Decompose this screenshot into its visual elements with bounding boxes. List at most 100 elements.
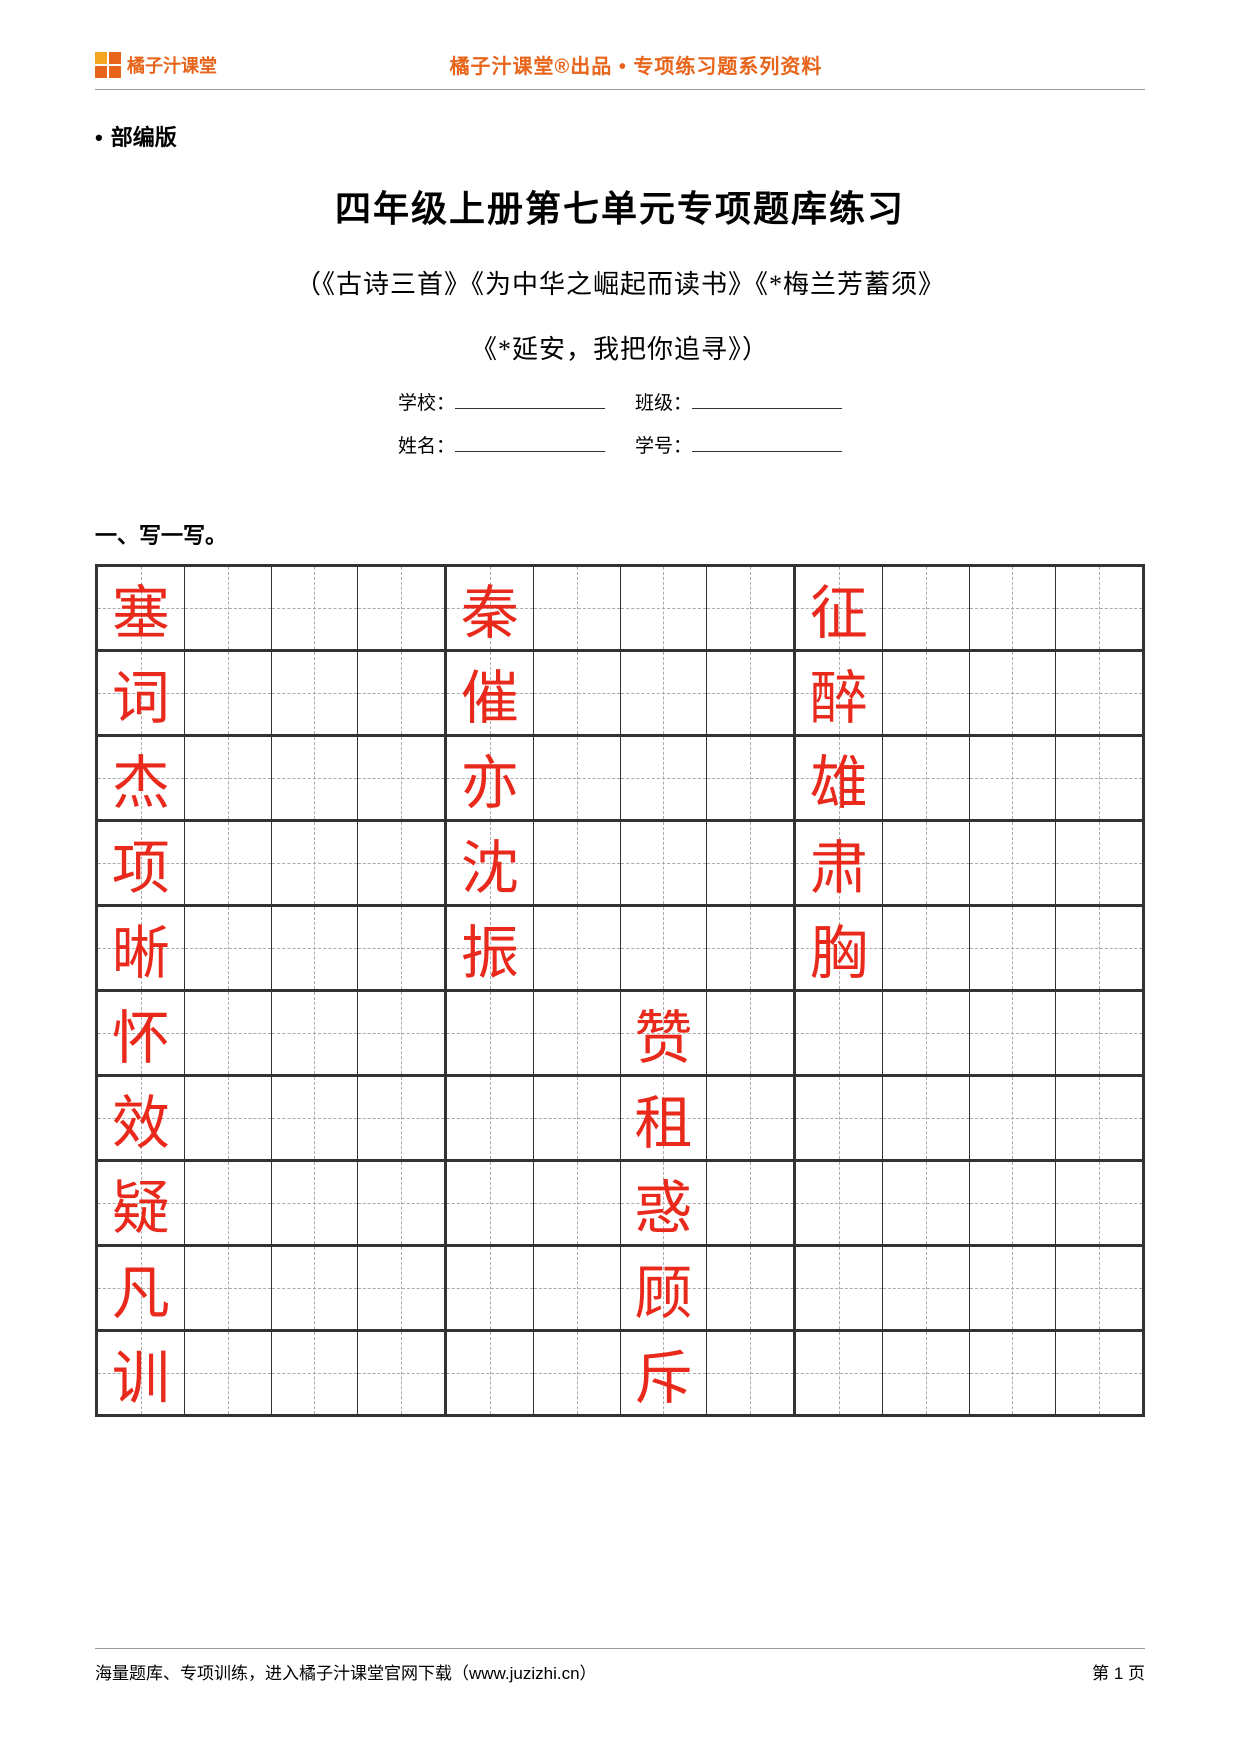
grid-cell[interactable] bbox=[272, 1162, 359, 1244]
grid-cell[interactable] bbox=[185, 907, 272, 989]
grid-cell[interactable]: 催 bbox=[447, 652, 534, 734]
grid-cell[interactable] bbox=[970, 652, 1057, 734]
grid-cell[interactable] bbox=[796, 1162, 883, 1244]
grid-cell[interactable] bbox=[883, 567, 970, 649]
grid-cell[interactable]: 租 bbox=[621, 1077, 708, 1159]
grid-cell[interactable] bbox=[1056, 652, 1142, 734]
school-input-line[interactable] bbox=[455, 390, 605, 409]
grid-cell[interactable] bbox=[796, 1247, 883, 1329]
grid-cell[interactable] bbox=[534, 1332, 621, 1414]
grid-cell[interactable] bbox=[707, 737, 796, 819]
grid-cell[interactable]: 怀 bbox=[98, 992, 185, 1074]
grid-cell[interactable]: 杰 bbox=[98, 737, 185, 819]
grid-cell[interactable]: 醉 bbox=[796, 652, 883, 734]
grid-cell[interactable] bbox=[185, 652, 272, 734]
grid-cell[interactable] bbox=[707, 652, 796, 734]
grid-cell[interactable] bbox=[534, 737, 621, 819]
grid-cell[interactable]: 凡 bbox=[98, 1247, 185, 1329]
grid-cell[interactable] bbox=[534, 1077, 621, 1159]
grid-cell[interactable] bbox=[272, 567, 359, 649]
grid-cell[interactable] bbox=[970, 1332, 1057, 1414]
grid-cell[interactable] bbox=[185, 567, 272, 649]
grid-cell[interactable] bbox=[185, 822, 272, 904]
grid-cell[interactable] bbox=[185, 992, 272, 1074]
grid-cell[interactable] bbox=[272, 1247, 359, 1329]
grid-cell[interactable] bbox=[796, 1077, 883, 1159]
grid-cell[interactable] bbox=[621, 737, 708, 819]
grid-cell[interactable] bbox=[1056, 737, 1142, 819]
grid-cell[interactable] bbox=[185, 1162, 272, 1244]
grid-cell[interactable] bbox=[534, 652, 621, 734]
grid-cell[interactable] bbox=[272, 737, 359, 819]
grid-cell[interactable] bbox=[970, 567, 1057, 649]
grid-cell[interactable] bbox=[707, 1077, 796, 1159]
grid-cell[interactable]: 惑 bbox=[621, 1162, 708, 1244]
grid-cell[interactable] bbox=[358, 822, 447, 904]
grid-cell[interactable] bbox=[185, 737, 272, 819]
grid-cell[interactable] bbox=[707, 907, 796, 989]
grid-cell[interactable] bbox=[534, 822, 621, 904]
grid-cell[interactable] bbox=[1056, 567, 1142, 649]
grid-cell[interactable] bbox=[534, 992, 621, 1074]
class-input-line[interactable] bbox=[692, 390, 842, 409]
grid-cell[interactable] bbox=[534, 1162, 621, 1244]
grid-cell[interactable] bbox=[272, 992, 359, 1074]
grid-cell[interactable] bbox=[447, 1247, 534, 1329]
grid-cell[interactable] bbox=[970, 1162, 1057, 1244]
grid-cell[interactable] bbox=[1056, 992, 1142, 1074]
grid-cell[interactable] bbox=[970, 1077, 1057, 1159]
grid-cell[interactable] bbox=[621, 907, 708, 989]
grid-cell[interactable] bbox=[707, 1247, 796, 1329]
grid-cell[interactable] bbox=[1056, 1247, 1142, 1329]
grid-cell[interactable]: 疑 bbox=[98, 1162, 185, 1244]
grid-cell[interactable] bbox=[358, 992, 447, 1074]
grid-cell[interactable] bbox=[707, 822, 796, 904]
grid-cell[interactable] bbox=[358, 567, 447, 649]
grid-cell[interactable] bbox=[272, 1077, 359, 1159]
grid-cell[interactable] bbox=[534, 567, 621, 649]
grid-cell[interactable] bbox=[970, 992, 1057, 1074]
grid-cell[interactable]: 训 bbox=[98, 1332, 185, 1414]
grid-cell[interactable]: 雄 bbox=[796, 737, 883, 819]
grid-cell[interactable] bbox=[1056, 1162, 1142, 1244]
grid-cell[interactable] bbox=[707, 1332, 796, 1414]
grid-cell[interactable] bbox=[970, 737, 1057, 819]
grid-cell[interactable]: 振 bbox=[447, 907, 534, 989]
grid-cell[interactable] bbox=[358, 1247, 447, 1329]
grid-cell[interactable]: 斥 bbox=[621, 1332, 708, 1414]
grid-cell[interactable] bbox=[447, 1332, 534, 1414]
grid-cell[interactable] bbox=[358, 1162, 447, 1244]
grid-cell[interactable]: 亦 bbox=[447, 737, 534, 819]
grid-cell[interactable] bbox=[883, 652, 970, 734]
grid-cell[interactable] bbox=[707, 992, 796, 1074]
grid-cell[interactable] bbox=[534, 1247, 621, 1329]
grid-cell[interactable] bbox=[707, 1162, 796, 1244]
grid-cell[interactable]: 沈 bbox=[447, 822, 534, 904]
grid-cell[interactable] bbox=[883, 1077, 970, 1159]
grid-cell[interactable] bbox=[621, 567, 708, 649]
grid-cell[interactable] bbox=[1056, 822, 1142, 904]
grid-cell[interactable] bbox=[883, 1247, 970, 1329]
grid-cell[interactable]: 征 bbox=[796, 567, 883, 649]
grid-cell[interactable] bbox=[883, 737, 970, 819]
grid-cell[interactable] bbox=[358, 652, 447, 734]
grid-cell[interactable] bbox=[883, 1332, 970, 1414]
grid-cell[interactable] bbox=[883, 992, 970, 1074]
grid-cell[interactable] bbox=[707, 567, 796, 649]
grid-cell[interactable]: 效 bbox=[98, 1077, 185, 1159]
grid-cell[interactable] bbox=[796, 992, 883, 1074]
grid-cell[interactable] bbox=[534, 907, 621, 989]
grid-cell[interactable] bbox=[883, 1162, 970, 1244]
grid-cell[interactable] bbox=[1056, 907, 1142, 989]
grid-cell[interactable] bbox=[185, 1077, 272, 1159]
id-input-line[interactable] bbox=[692, 433, 842, 452]
grid-cell[interactable] bbox=[447, 992, 534, 1074]
grid-cell[interactable] bbox=[185, 1247, 272, 1329]
grid-cell[interactable] bbox=[447, 1077, 534, 1159]
name-input-line[interactable] bbox=[455, 433, 605, 452]
grid-cell[interactable] bbox=[272, 652, 359, 734]
grid-cell[interactable] bbox=[621, 652, 708, 734]
grid-cell[interactable] bbox=[970, 822, 1057, 904]
grid-cell[interactable]: 项 bbox=[98, 822, 185, 904]
grid-cell[interactable] bbox=[1056, 1332, 1142, 1414]
